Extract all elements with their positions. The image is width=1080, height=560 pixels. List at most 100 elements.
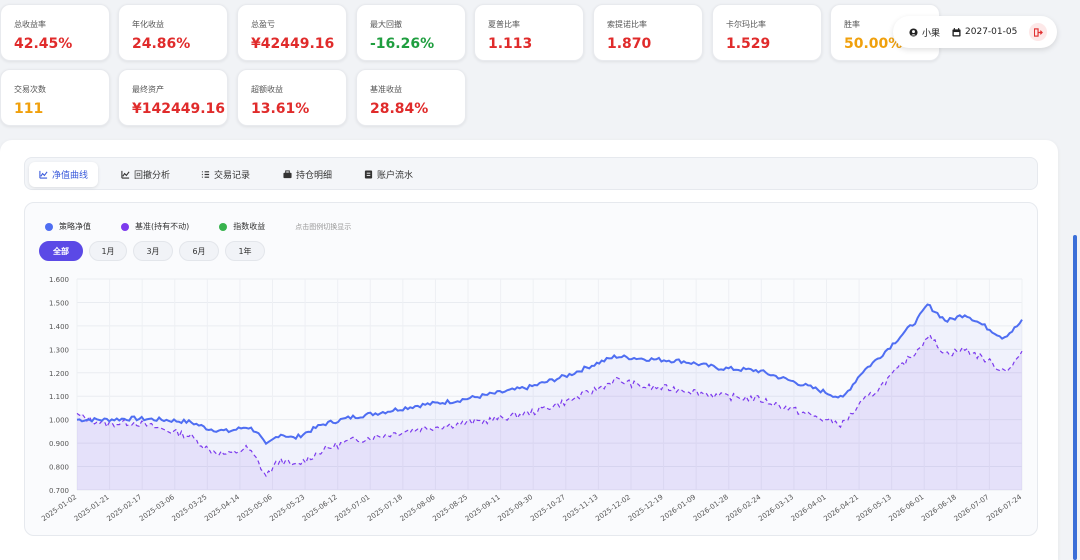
tab-area-chart[interactable]: 回撤分析	[111, 162, 180, 187]
x-tick-label: 2025-05-06	[236, 493, 274, 523]
stat-card: 交易次数 111	[0, 69, 110, 126]
stat-label: 总收益率	[14, 20, 46, 29]
stat-card: 索提诺比率 1.870	[593, 4, 703, 61]
x-tick-label: 2025-06-12	[301, 493, 339, 523]
user-icon	[909, 27, 918, 37]
legend-label: 指数收益	[233, 222, 266, 231]
stat-label: 年化收益	[132, 20, 164, 29]
y-tick-label: 1.200	[49, 370, 69, 378]
chart-container: 策略净值 基准(持有不动) 指数收益 点击图例切换显示 全部 1月 3月 6月 1年 0.70…	[24, 202, 1038, 536]
user-pill[interactable]: 小果 2027-01-05	[893, 16, 1057, 48]
tab-bar: 净值曲线 回撤分析 交易记录 持仓明细 账户流水	[24, 157, 1038, 190]
current-date: 2027-01-05	[965, 27, 1018, 37]
strategy-area	[77, 304, 1022, 490]
main-panel: 净值曲线 回撤分析 交易记录 持仓明细 账户流水 策略净值 基准(持有不动) 指数收益 点击图…	[0, 140, 1058, 560]
chart-legend: 策略净值 基准(持有不动) 指数收益 点击图例切换显示	[45, 221, 351, 232]
stat-label: 卡尔玛比率	[726, 20, 766, 29]
stat-card: 最大回撤 -16.26%	[356, 4, 466, 61]
range-button[interactable]: 1年	[225, 241, 265, 261]
x-tick-label: 2026-05-13	[855, 493, 893, 523]
briefcase-icon	[283, 170, 292, 179]
calendar-icon	[952, 27, 961, 37]
x-tick-label: 2025-01-21	[73, 493, 111, 523]
legend-hint: 点击图例切换显示	[295, 222, 352, 231]
stat-value: ¥42449.16	[251, 36, 335, 52]
stat-card: 超额收益 13.61%	[237, 69, 347, 126]
benchmark-area	[77, 334, 1022, 490]
legend-dot	[121, 222, 129, 231]
x-tick-label: 2025-07-01	[334, 493, 372, 523]
stat-card: 年化收益 24.86%	[118, 4, 228, 61]
stat-value: 1.529	[726, 36, 771, 52]
strategy-line	[76, 303, 1023, 446]
y-tick-label: 1.400	[49, 323, 69, 331]
stat-card: 总收益率 42.45%	[0, 4, 110, 61]
stat-card: 最终资产 ¥142449.16	[118, 69, 228, 126]
tab-list[interactable]: 交易记录	[191, 162, 260, 187]
range-button[interactable]: 全部	[39, 241, 83, 261]
tab-label: 账户流水	[377, 171, 414, 181]
stat-value: ¥142449.16	[132, 101, 225, 117]
y-tick-label: 1.500	[49, 299, 69, 307]
stat-value: 1.113	[488, 36, 533, 52]
legend-item[interactable]: 基准(持有不动)	[121, 221, 189, 232]
x-tick-label: 2026-06-18	[920, 493, 958, 523]
x-tick-label: 2025-08-25	[431, 493, 469, 523]
x-tick-label: 2025-08-06	[399, 493, 437, 523]
y-tick-label: 1.000	[49, 417, 69, 425]
tab-label: 持仓明细	[296, 171, 333, 181]
tab-label: 交易记录	[214, 171, 251, 181]
tab-briefcase[interactable]: 持仓明细	[273, 162, 342, 187]
legend-label: 策略净值	[59, 222, 91, 231]
stat-value: 111	[14, 101, 44, 117]
x-tick-label: 2026-01-28	[692, 493, 730, 523]
x-tick-label: 2026-03-13	[757, 493, 795, 523]
range-selector: 全部 1月 3月 6月 1年	[39, 241, 271, 261]
x-tick-label: 2026-07-24	[985, 493, 1023, 523]
stat-label: 夏普比率	[488, 20, 520, 29]
stat-card: 基准收益 28.84%	[356, 69, 466, 126]
y-tick-label: 0.900	[49, 440, 69, 448]
scrollbar[interactable]	[1073, 235, 1077, 560]
stat-value: 13.61%	[251, 101, 310, 117]
stat-value: 24.86%	[132, 36, 191, 52]
x-tick-label: 2025-07-18	[366, 493, 404, 523]
legend-item[interactable]: 策略净值	[45, 221, 91, 232]
tab-line-chart[interactable]: 净值曲线	[29, 162, 99, 187]
y-tick-label: 1.100	[49, 393, 69, 401]
y-tick-label: 0.800	[49, 464, 69, 472]
x-tick-label: 2026-04-01	[790, 493, 828, 523]
stat-card: 夏普比率 1.113	[474, 4, 584, 61]
stat-card: 总盈亏 ¥42449.16	[237, 4, 347, 61]
legend-item[interactable]: 指数收益	[219, 221, 265, 232]
logout-icon	[1033, 27, 1043, 37]
area-chart-icon	[121, 170, 130, 179]
stat-label: 最大回撤	[370, 20, 402, 29]
user-name: 小果	[922, 28, 941, 39]
tab-label: 净值曲线	[52, 171, 89, 181]
tab-label: 回撤分析	[134, 171, 171, 181]
x-tick-label: 2025-03-25	[171, 493, 209, 523]
range-button[interactable]: 3月	[133, 241, 173, 261]
list-icon	[201, 171, 210, 178]
stat-label: 基准收益	[370, 85, 402, 94]
logout-button[interactable]	[1029, 23, 1048, 41]
stat-card: 卡尔玛比率 1.529	[712, 4, 822, 61]
x-tick-label: 2025-12-02	[594, 493, 632, 523]
tab-ledger[interactable]: 账户流水	[354, 162, 423, 187]
benchmark-line	[76, 333, 1023, 478]
x-tick-label: 2026-04-21	[822, 493, 860, 523]
stat-label: 交易次数	[14, 85, 46, 94]
legend-dot	[219, 222, 228, 231]
x-tick-label: 2025-04-14	[203, 493, 241, 523]
x-tick-label: 2025-02-17	[105, 493, 143, 523]
range-button[interactable]: 6月	[179, 241, 219, 261]
x-tick-label: 2025-09-11	[464, 493, 502, 523]
x-tick-label: 2026-06-01	[887, 493, 925, 523]
stat-value: 1.870	[607, 36, 652, 52]
y-tick-label: 1.600	[49, 276, 69, 284]
stat-value: 42.45%	[14, 36, 73, 52]
x-tick-label: 2025-11-13	[562, 493, 600, 523]
y-tick-label: 1.300	[49, 346, 69, 354]
range-button[interactable]: 1月	[89, 241, 127, 261]
